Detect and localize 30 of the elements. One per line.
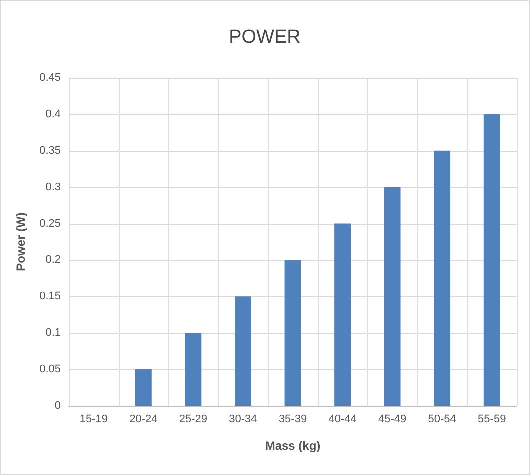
y-tick-label: 0.4	[46, 108, 61, 120]
x-tick-label: 15-19	[80, 414, 108, 426]
x-tick-label: 55-59	[478, 414, 506, 426]
y-tick-label: 0.25	[40, 218, 61, 230]
x-tick-label: 25-29	[179, 414, 208, 426]
y-tick-label: 0.15	[40, 290, 61, 303]
bar	[384, 187, 401, 406]
x-tick-label: 30-34	[229, 414, 258, 426]
bar	[185, 333, 202, 406]
bar	[284, 260, 302, 406]
x-tick-label: 35-39	[278, 414, 308, 426]
x-tick-label: 20-24	[130, 414, 158, 426]
bar	[235, 296, 252, 406]
bar	[334, 224, 351, 406]
x-tick-label: 40-44	[328, 414, 357, 426]
y-tick-label: 0	[54, 400, 61, 412]
x-tick-label: 50-54	[428, 414, 456, 426]
y-axis-title: Power (W)	[14, 212, 28, 272]
y-tick-label: 0.05	[40, 364, 61, 376]
chart-title: POWER	[229, 27, 301, 48]
y-tick-label: 0.2	[46, 254, 61, 266]
bar	[484, 114, 500, 406]
y-tick-label: 0.35	[40, 144, 61, 157]
y-tick-label: 0.3	[46, 181, 61, 194]
bar	[434, 150, 451, 406]
x-tick-label: 45-49	[378, 414, 407, 426]
y-tick-label: 0.1	[46, 327, 61, 340]
x-axis-title: Mass (kg)	[265, 439, 321, 453]
y-tick-label: 0.45	[40, 72, 61, 84]
bar	[135, 370, 152, 406]
